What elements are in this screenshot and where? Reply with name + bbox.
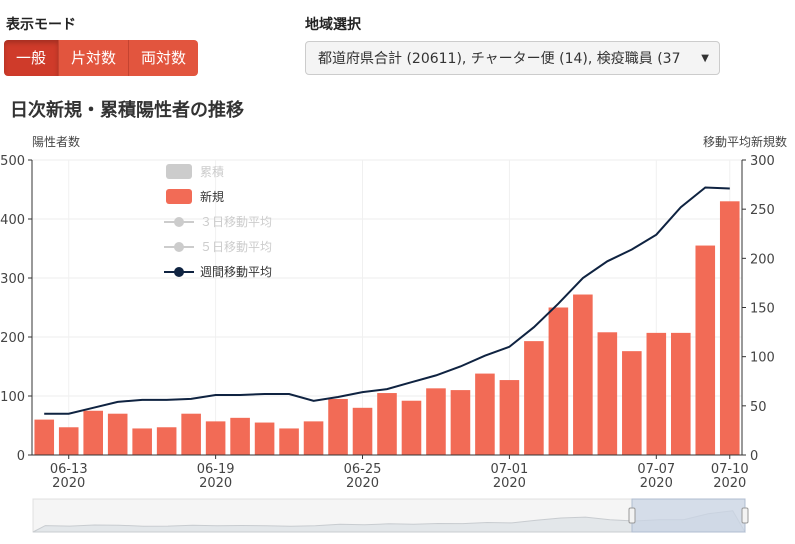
legend-label: ５日移動平均 bbox=[200, 240, 272, 254]
bar bbox=[573, 294, 593, 455]
legend-label: 新規 bbox=[200, 189, 224, 204]
y2-tick-label: 200 bbox=[750, 252, 775, 267]
y-tick-label: 500 bbox=[0, 154, 25, 169]
bar bbox=[450, 390, 471, 455]
bar bbox=[352, 407, 373, 455]
bar bbox=[328, 398, 348, 455]
bar bbox=[622, 351, 642, 455]
bar bbox=[279, 428, 299, 455]
bar bbox=[597, 332, 618, 455]
legend-label: 累積 bbox=[200, 164, 224, 179]
bar bbox=[156, 427, 177, 455]
chevron-down-icon: ▼ bbox=[701, 53, 709, 64]
bar bbox=[475, 373, 495, 455]
mode-label: 表示モード bbox=[6, 17, 76, 33]
legend-label: 週間移動平均 bbox=[200, 265, 272, 279]
bar bbox=[205, 421, 226, 455]
legend-item[interactable]: 累積 bbox=[166, 164, 224, 179]
legend-item[interactable]: ５日移動平均 bbox=[164, 240, 272, 254]
y-tick-label: 200 bbox=[0, 331, 25, 346]
bar bbox=[499, 380, 520, 455]
range-slider-selection bbox=[631, 498, 746, 533]
x-tick-year-label: 2020 bbox=[199, 476, 232, 491]
bar bbox=[107, 413, 128, 455]
legend-item[interactable]: ３日移動平均 bbox=[164, 215, 272, 229]
x-tick-label: 07-10 bbox=[711, 462, 749, 477]
bar bbox=[254, 422, 275, 455]
range-slider-handle-right[interactable] bbox=[741, 507, 749, 524]
mode-semilog-button[interactable]: 片対数 bbox=[59, 40, 130, 76]
bar bbox=[401, 400, 422, 455]
bar bbox=[132, 428, 152, 455]
region-label: 地域選択 bbox=[305, 17, 361, 33]
y2-tick-label: 50 bbox=[750, 400, 767, 415]
x-tick-year-label: 2020 bbox=[640, 476, 673, 491]
region-select-value: 都道府県合計 (20611), チャーター便 (14), 検疫職員 (37 bbox=[318, 51, 681, 67]
legend-item[interactable]: 週間移動平均 bbox=[164, 265, 272, 279]
bar bbox=[548, 307, 569, 455]
y-tick-label: 300 bbox=[0, 272, 25, 287]
chart-title: 日次新規・累積陽性者の推移 bbox=[10, 100, 244, 121]
legend-swatch-marker bbox=[174, 242, 184, 252]
x-tick-label: 07-01 bbox=[491, 462, 529, 477]
legend-label: ３日移動平均 bbox=[200, 215, 272, 229]
legend-item[interactable]: 新規 bbox=[166, 189, 224, 204]
bar bbox=[671, 332, 691, 455]
y-tick-label: 0 bbox=[17, 449, 25, 464]
bar bbox=[695, 245, 716, 455]
y-tick-label: 400 bbox=[0, 213, 25, 228]
weekly-average-line bbox=[44, 186, 730, 415]
y2-tick-label: 150 bbox=[750, 302, 775, 317]
x-tick-year-label: 2020 bbox=[346, 476, 379, 491]
range-slider-handle-left[interactable] bbox=[628, 507, 636, 524]
x-tick-year-label: 2020 bbox=[713, 476, 746, 491]
region-select[interactable]: 都道府県合計 (20611), チャーター便 (14), 検疫職員 (37 ▼ bbox=[305, 41, 720, 75]
legend-swatch bbox=[166, 189, 192, 204]
x-tick-label: 07-07 bbox=[637, 462, 675, 477]
x-tick-year-label: 2020 bbox=[52, 476, 85, 491]
bar bbox=[83, 410, 103, 455]
bar bbox=[58, 427, 79, 455]
bar bbox=[230, 417, 250, 455]
y2-tick-label: 100 bbox=[750, 351, 775, 366]
bar bbox=[34, 419, 55, 455]
bar bbox=[181, 413, 201, 455]
x-tick-label: 06-25 bbox=[344, 462, 382, 477]
mode-general-button[interactable]: 一般 bbox=[4, 40, 60, 76]
y-tick-label: 100 bbox=[0, 390, 25, 405]
legend-swatch bbox=[166, 164, 192, 179]
bar bbox=[646, 332, 667, 455]
y2-tick-label: 250 bbox=[750, 203, 775, 218]
bar bbox=[426, 388, 446, 455]
legend-swatch-marker bbox=[174, 267, 184, 277]
bar bbox=[719, 201, 740, 455]
x-tick-year-label: 2020 bbox=[493, 476, 526, 491]
bar bbox=[524, 341, 544, 455]
y2-axis-label: 移動平均新規数 bbox=[703, 134, 787, 149]
y2-tick-label: 300 bbox=[750, 154, 775, 169]
x-tick-label: 06-19 bbox=[197, 462, 235, 477]
y2-tick-label: 0 bbox=[750, 449, 758, 464]
x-tick-label: 06-13 bbox=[50, 462, 88, 477]
legend-swatch-marker bbox=[174, 217, 184, 227]
bar bbox=[377, 393, 397, 455]
mode-button-group: 一般 片対数 両対数 bbox=[4, 40, 199, 76]
mode-loglog-button[interactable]: 両対数 bbox=[129, 40, 199, 76]
bar bbox=[303, 421, 324, 455]
y-axis-label: 陽性者数 bbox=[32, 134, 80, 149]
